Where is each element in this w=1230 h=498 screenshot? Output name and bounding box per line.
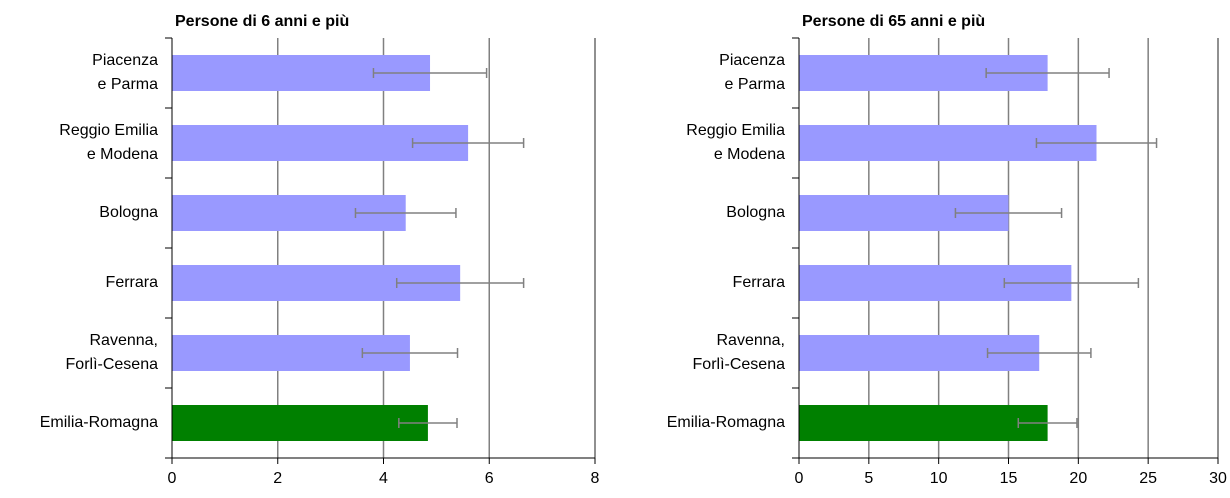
error-bar bbox=[986, 348, 1092, 358]
y-tick-label: Piacenza bbox=[719, 52, 785, 69]
x-tick-label: 4 bbox=[379, 470, 388, 487]
y-tick-label: Forlì-Cesena bbox=[66, 356, 159, 373]
error-bar bbox=[354, 208, 457, 218]
chart-title: Persone di 6 anni e più bbox=[175, 13, 349, 30]
y-tick-label: Reggio Emilia bbox=[686, 122, 785, 139]
error-bar bbox=[1035, 138, 1158, 148]
x-tick-label: 0 bbox=[795, 470, 804, 487]
bar bbox=[172, 405, 428, 441]
error-bar bbox=[361, 348, 459, 358]
error-bar bbox=[985, 68, 1110, 78]
y-tick-label: Reggio Emilia bbox=[59, 122, 158, 139]
y-tick-label: Emilia-Romagna bbox=[40, 414, 158, 431]
x-tick-label: 20 bbox=[1069, 470, 1087, 487]
x-tick-label: 25 bbox=[1139, 470, 1157, 487]
x-tick-label: 30 bbox=[1209, 470, 1227, 487]
error-bar bbox=[1017, 418, 1078, 428]
y-tick-label: e Modena bbox=[714, 146, 785, 163]
y-tick-label: Ravenna, bbox=[717, 332, 786, 349]
y-tick-label: Emilia-Romagna bbox=[667, 414, 785, 431]
error-bar bbox=[954, 208, 1063, 218]
y-tick-label: Forlì-Cesena bbox=[693, 356, 786, 373]
y-tick-label: e Modena bbox=[87, 146, 158, 163]
x-tick-label: 2 bbox=[273, 470, 282, 487]
y-tick-label: Ravenna, bbox=[90, 332, 159, 349]
x-tick-label: 5 bbox=[864, 470, 873, 487]
y-tick-label: Ferrara bbox=[106, 274, 159, 291]
error-bar bbox=[398, 418, 458, 428]
x-tick-label: 6 bbox=[485, 470, 494, 487]
x-tick-label: 0 bbox=[168, 470, 177, 487]
y-tick-label: Bologna bbox=[99, 204, 158, 221]
y-tick-label: Bologna bbox=[726, 204, 785, 221]
y-tick-label: e Parma bbox=[725, 76, 786, 93]
chart-title: Persone di 65 anni e più bbox=[802, 13, 985, 30]
y-tick-label: Piacenza bbox=[92, 52, 158, 69]
error-bar bbox=[395, 278, 525, 288]
x-tick-label: 15 bbox=[1000, 470, 1018, 487]
error-bar bbox=[372, 68, 488, 78]
error-bar bbox=[411, 138, 525, 148]
x-tick-label: 8 bbox=[591, 470, 600, 487]
bar bbox=[799, 405, 1048, 441]
x-tick-label: 10 bbox=[930, 470, 948, 487]
y-tick-label: Ferrara bbox=[733, 274, 786, 291]
error-bar bbox=[1003, 278, 1140, 288]
y-tick-label: e Parma bbox=[98, 76, 159, 93]
